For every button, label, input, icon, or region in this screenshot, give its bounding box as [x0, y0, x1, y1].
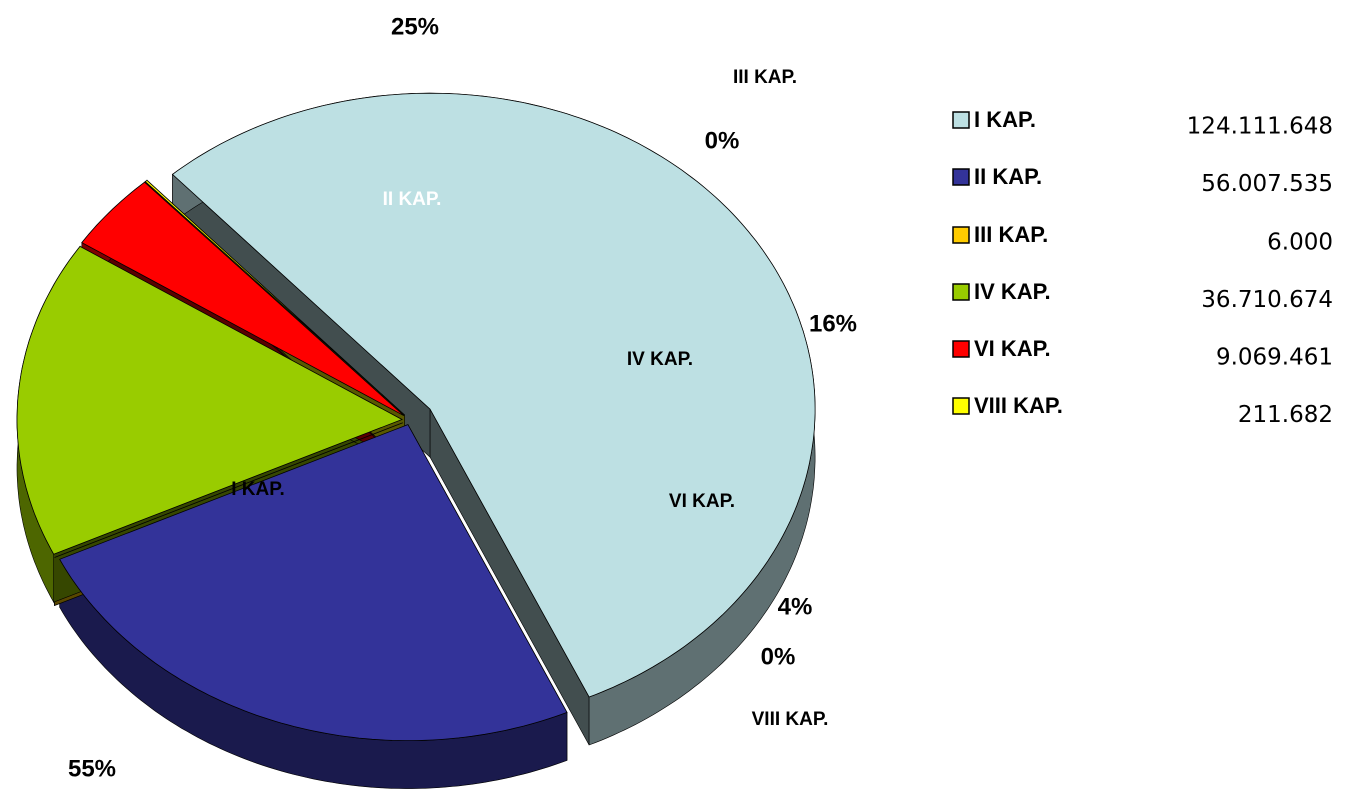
legend-label: VIII KAP. — [974, 393, 1063, 418]
legend-swatch — [952, 283, 970, 301]
percent-label: 55% — [68, 755, 116, 782]
legend-value: 124.111.648 — [1187, 114, 1333, 140]
percent-label: 16% — [809, 310, 857, 337]
slice — [59, 424, 568, 741]
legend-value: 211.682 — [1238, 402, 1333, 428]
legend-swatch — [952, 226, 970, 244]
legend-swatch — [952, 340, 970, 358]
percent-label: 4% — [778, 593, 813, 620]
percent-label: 0% — [705, 127, 740, 154]
percent-label: 0% — [761, 643, 796, 670]
slice — [171, 92, 816, 698]
percent-label: 25% — [391, 13, 439, 40]
legend-label: VI KAP. — [974, 336, 1051, 361]
legend-label: III KAP. — [974, 222, 1048, 247]
legend-value: 56.007.535 — [1201, 171, 1333, 197]
legend-value: 6.000 — [1267, 230, 1333, 256]
legend-value: 9.069.461 — [1216, 345, 1333, 371]
slice — [16, 245, 403, 555]
slice-label: II KAP. — [383, 189, 442, 210]
slice-label: VIII KAP. — [752, 709, 829, 730]
legend-swatch — [952, 168, 970, 186]
slice-label: IV KAP. — [627, 349, 693, 370]
slice — [54, 422, 403, 558]
legend-label: I KAP. — [974, 107, 1036, 132]
slice-label: I KAP. — [231, 479, 285, 500]
legend-label: IV KAP. — [974, 279, 1051, 304]
legend-label: II KAP. — [974, 164, 1042, 189]
slice — [144, 179, 405, 416]
slice-label: III KAP. — [733, 67, 797, 88]
slice — [81, 181, 405, 417]
legend-value: 36.710.674 — [1201, 287, 1333, 313]
legend-swatch — [952, 111, 970, 129]
slice-label: VI KAP. — [669, 491, 735, 512]
legend-swatch — [952, 397, 970, 415]
